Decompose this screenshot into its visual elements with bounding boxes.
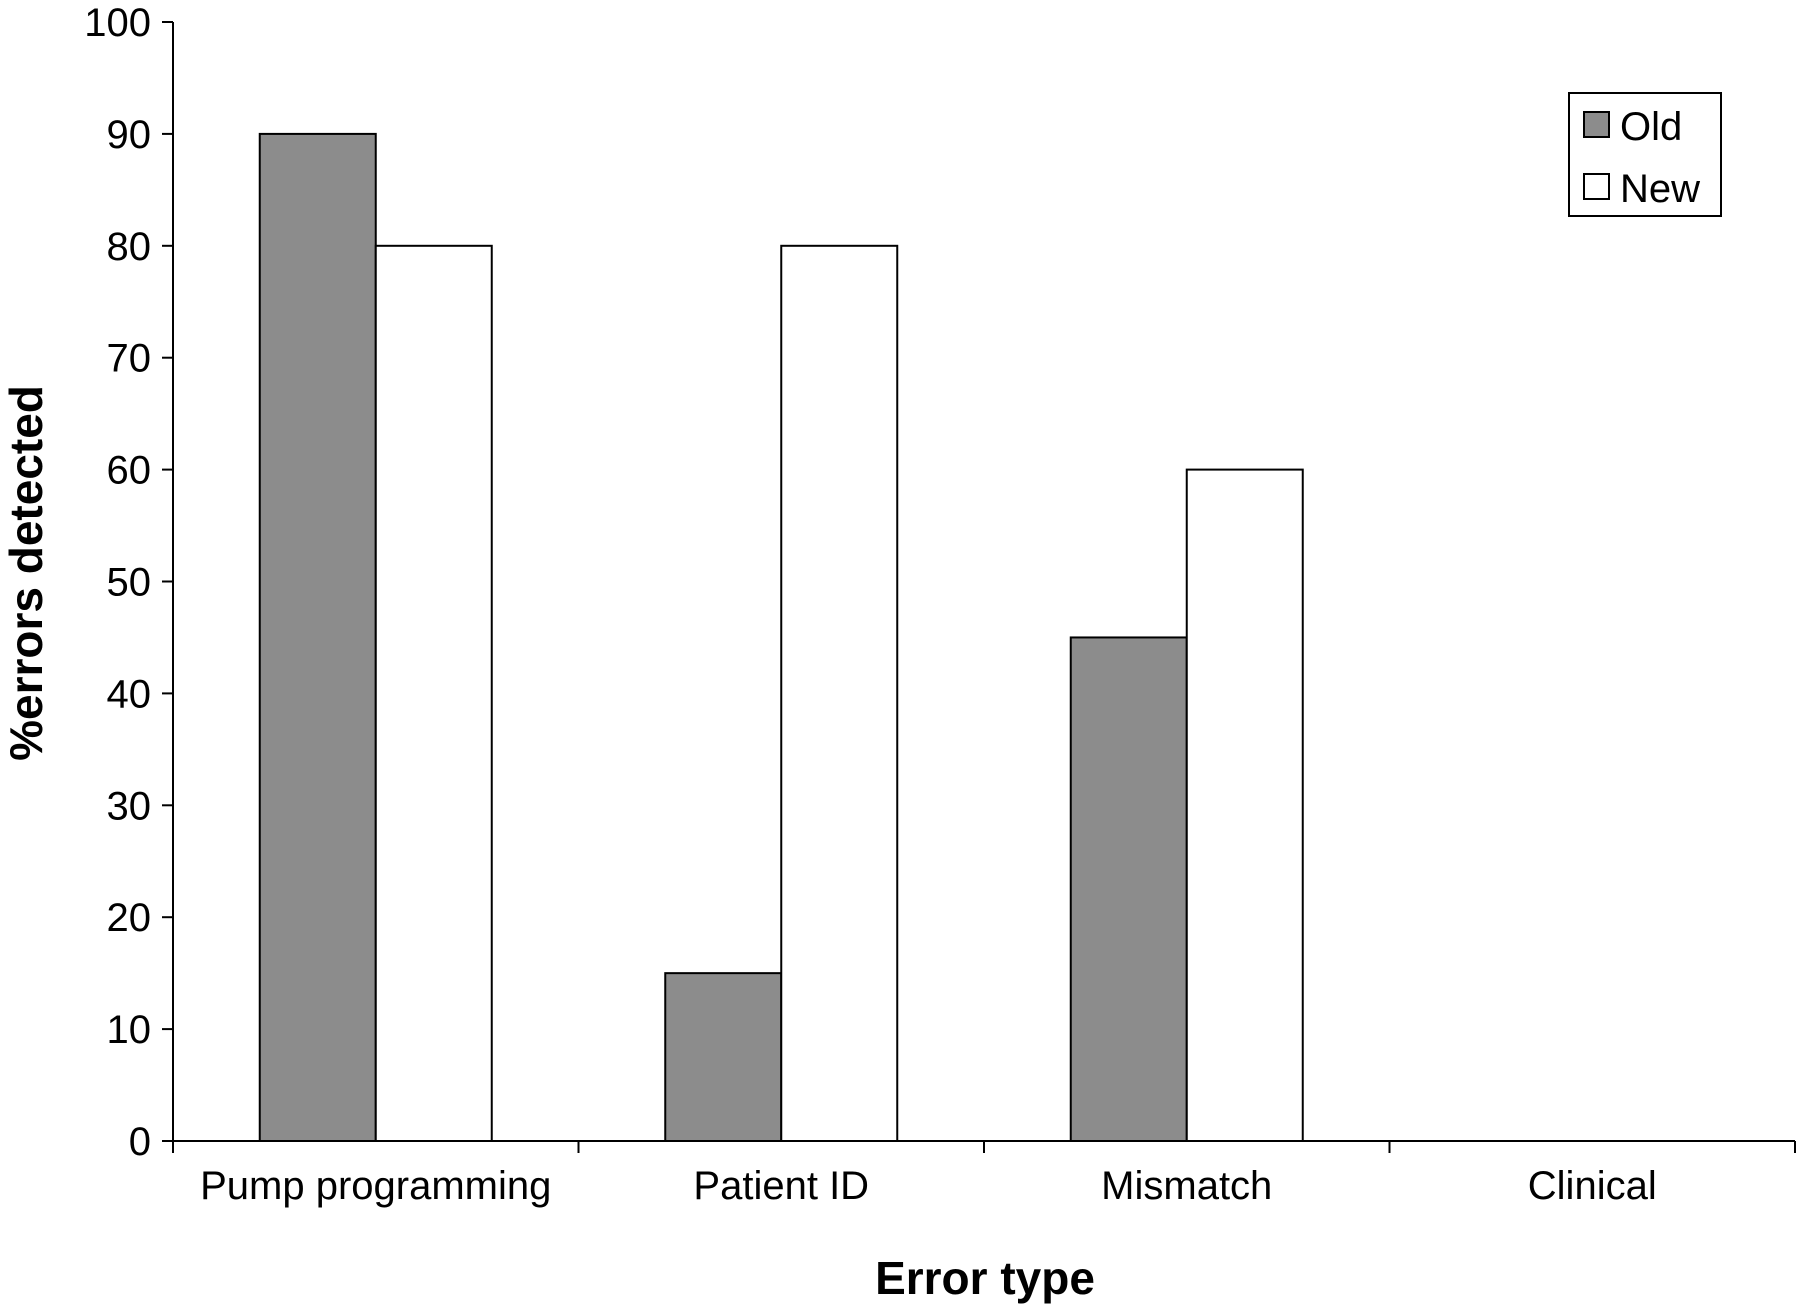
y-axis-title: %errors detected xyxy=(0,385,52,761)
y-tick-label: 80 xyxy=(107,225,152,269)
y-tick-label: 50 xyxy=(107,561,152,605)
y-tick-label: 30 xyxy=(107,784,152,828)
legend-label-old: Old xyxy=(1620,105,1682,149)
y-tick-label: 100 xyxy=(84,1,151,45)
legend-swatch-new xyxy=(1583,173,1610,200)
legend-label-new: New xyxy=(1620,167,1700,211)
y-tick-label: 60 xyxy=(107,449,152,493)
legend: Old New xyxy=(1568,92,1722,217)
legend-swatch-old xyxy=(1583,111,1610,138)
x-category-label: Clinical xyxy=(1528,1164,1657,1208)
y-tick-label: 70 xyxy=(107,337,152,381)
bars-group xyxy=(258,132,1304,1143)
bar-old-pump-programming xyxy=(258,132,377,1142)
y-tick-label: 20 xyxy=(107,896,152,940)
y-tick-label: 0 xyxy=(129,1120,151,1164)
x-category-label: Patient ID xyxy=(693,1164,869,1208)
x-axis-title: Error type xyxy=(875,1252,1095,1304)
bar-new-mismatch xyxy=(1185,468,1304,1143)
y-tick-label: 90 xyxy=(107,113,152,157)
y-tick-label: 10 xyxy=(107,1008,152,1052)
x-ticks-group: Pump programming Patient ID Mismatch Clinic… xyxy=(172,1141,1796,1208)
bar-old-mismatch xyxy=(1069,636,1188,1142)
bar-new-pump-programming xyxy=(374,244,493,1143)
x-category-label: Mismatch xyxy=(1101,1164,1272,1208)
x-category-label: Pump programming xyxy=(200,1164,551,1208)
y-ticks-group: 0 10 20 30 40 50 60 70 80 90 100 xyxy=(84,1,173,1164)
y-tick-label: 40 xyxy=(107,672,152,716)
bar-new-patient-id xyxy=(780,244,899,1143)
bar-old-patient-id xyxy=(664,972,783,1143)
